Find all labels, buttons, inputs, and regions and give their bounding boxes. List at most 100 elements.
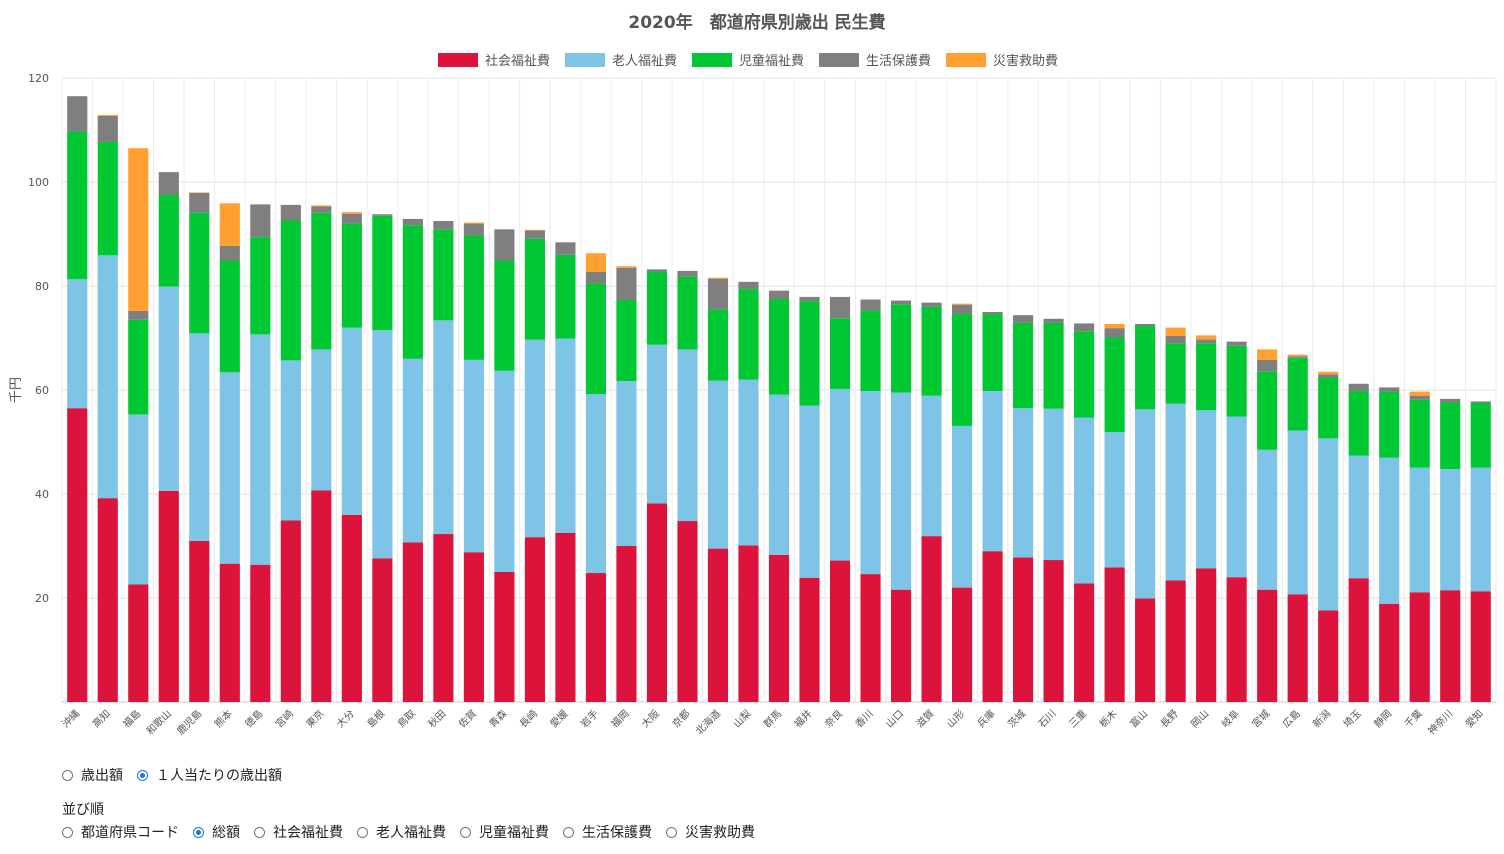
bar-segment-4 <box>1013 315 1034 323</box>
bar-segment-2 <box>158 286 179 491</box>
bar-segment-1 <box>738 545 759 702</box>
x-tick-label: 長野 <box>1158 708 1181 731</box>
x-tick-label: 島根 <box>364 707 387 730</box>
legend-item-5[interactable]: 災害救助費 <box>946 53 1058 69</box>
bar-segment-4 <box>677 270 698 277</box>
bar-segment-4 <box>1226 341 1247 346</box>
bar-segment-3 <box>67 131 88 280</box>
bar-segment-5 <box>1318 371 1339 375</box>
bar-segment-1 <box>433 534 454 702</box>
y-tick-label: 60 <box>35 384 49 397</box>
bar-segment-1 <box>646 503 668 702</box>
legend-swatch <box>565 53 605 67</box>
sort-label: 社会福祉費 <box>273 825 343 841</box>
x-tick-label: 北海道 <box>693 707 723 737</box>
x-tick-label: 福島 <box>120 707 143 730</box>
chart-title: 2020年 都道府県別歳出 民生費 <box>628 12 885 33</box>
sort-label: 都道府県コード <box>81 825 179 841</box>
bar-segment-2 <box>860 391 881 575</box>
sort-radio[interactable] <box>254 826 265 838</box>
bar-segment-2 <box>1318 438 1339 611</box>
bar-segment-1 <box>1470 591 1491 702</box>
bar-segment-5 <box>97 114 118 116</box>
x-tick-label: 長崎 <box>517 707 540 730</box>
bar-segment-1 <box>311 490 332 702</box>
x-tick-label: 埼玉 <box>1340 707 1363 730</box>
bar-segment-3 <box>1165 343 1186 404</box>
bar-segment-3 <box>1257 371 1278 450</box>
mode-radio[interactable] <box>62 769 73 781</box>
bar-segment-3 <box>585 283 607 395</box>
bar-segment-3 <box>219 260 240 373</box>
legend-item-1[interactable]: 社会福祉費 <box>438 53 550 69</box>
bar-segment-3 <box>860 310 881 392</box>
x-tick-label: 徳島 <box>242 707 265 730</box>
y-axis-label: 千円 <box>9 377 24 403</box>
bar-segment-4 <box>585 271 607 284</box>
sort-option-6[interactable]: 生活保護費 <box>563 822 652 842</box>
bar-segment-4 <box>1104 328 1125 338</box>
x-tick-label: 京都 <box>669 707 692 730</box>
x-tick-label: 山形 <box>945 708 968 731</box>
x-tick-label: 石川 <box>1037 708 1059 730</box>
mode-option-1[interactable]: 歳出額 <box>62 765 123 785</box>
bar-segment-2 <box>524 339 545 538</box>
x-tick-label: 三重 <box>1066 707 1089 730</box>
bar-segment-4 <box>555 242 576 255</box>
bar-segment-3 <box>1226 345 1247 417</box>
bar-segment-1 <box>494 572 515 702</box>
bar-segment-1 <box>799 577 820 702</box>
mode-radio[interactable] <box>137 769 148 781</box>
sort-radio[interactable] <box>193 826 204 838</box>
bar-segment-2 <box>1135 409 1156 599</box>
bar-segment-4 <box>1379 387 1400 392</box>
bar-segment-3 <box>982 314 1003 392</box>
bar-segment-2 <box>341 327 362 515</box>
sort-label: 生活保護費 <box>582 825 652 841</box>
x-tick-label: 東京 <box>303 707 326 730</box>
bar-segment-1 <box>1104 567 1125 702</box>
bar-segment-1 <box>768 554 790 702</box>
sort-option-7[interactable]: 災害救助費 <box>666 822 755 842</box>
x-tick-label: 群馬 <box>761 707 784 730</box>
sort-option-5[interactable]: 児童福祉費 <box>460 822 549 842</box>
sort-radio[interactable] <box>563 826 574 838</box>
legend-item-2[interactable]: 老人福祉費 <box>565 53 677 69</box>
mode-label: １人当たりの歳出額 <box>156 768 282 784</box>
bar-segment-3 <box>616 300 637 382</box>
legend-item-3[interactable]: 児童福祉費 <box>692 53 804 69</box>
sort-option-2[interactable]: 総額 <box>193 822 240 842</box>
bar-segment-2 <box>67 279 88 409</box>
x-tick-label: 鹿児島 <box>174 707 204 737</box>
bar-segment-4 <box>341 213 362 224</box>
bar-segment-2 <box>555 338 576 533</box>
sort-radio[interactable] <box>460 826 471 838</box>
bar-segment-2 <box>768 394 790 555</box>
sort-option-3[interactable]: 社会福祉費 <box>254 822 343 842</box>
bar-segment-1 <box>67 408 88 702</box>
bar-segment-4 <box>311 206 332 213</box>
mode-option-2[interactable]: １人当たりの歳出額 <box>137 765 282 785</box>
bar-segment-4 <box>707 278 729 310</box>
bar-segment-1 <box>1409 592 1430 702</box>
sort-option-1[interactable]: 都道府県コード <box>62 822 179 842</box>
sort-radio[interactable] <box>62 826 73 838</box>
bar-segment-1 <box>1318 610 1339 702</box>
bar-segment-4 <box>799 296 820 302</box>
bar-segment-3 <box>1043 322 1064 409</box>
bar-segment-4 <box>1074 323 1095 332</box>
sort-radio[interactable] <box>666 826 677 838</box>
bar-segment-5 <box>1409 391 1430 396</box>
bar-segment-4 <box>402 218 423 226</box>
sort-radio[interactable] <box>357 826 368 838</box>
bar-segment-3 <box>1013 322 1034 409</box>
bar-segment-1 <box>1287 594 1308 702</box>
bar-segment-4 <box>1043 318 1064 323</box>
sort-option-4[interactable]: 老人福祉費 <box>357 822 446 842</box>
legend-swatch <box>438 53 478 67</box>
bar-segment-5 <box>1257 349 1278 360</box>
legend-item-4[interactable]: 生活保護費 <box>819 53 931 69</box>
bar-segment-4 <box>189 192 210 213</box>
y-tick-label: 120 <box>28 72 49 85</box>
y-tick-label: 40 <box>35 488 49 501</box>
